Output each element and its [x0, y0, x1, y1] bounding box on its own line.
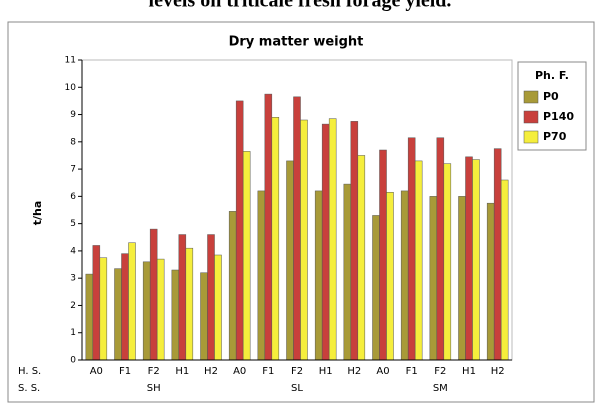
bar — [85, 273, 94, 361]
x-tick-label: H1 — [462, 366, 476, 377]
bar — [178, 234, 187, 361]
bar — [493, 148, 502, 361]
row-label: H. S. — [18, 366, 41, 377]
bar — [171, 269, 180, 361]
bar — [207, 234, 215, 361]
y-tick-label: 10 — [65, 83, 77, 93]
x-tick-label: H1 — [319, 366, 333, 377]
bar — [321, 123, 330, 361]
y-tick-label: 4 — [70, 246, 76, 256]
bar — [500, 179, 509, 361]
bar — [185, 247, 194, 361]
x-tick-label: F2 — [434, 366, 446, 377]
bar — [121, 253, 129, 361]
bar — [214, 254, 222, 361]
legend-swatch — [523, 110, 539, 124]
bar — [458, 196, 466, 361]
bar — [235, 100, 244, 361]
y-tick-label: 7 — [70, 165, 76, 175]
bar — [465, 156, 473, 361]
bar — [200, 272, 208, 361]
bar — [264, 93, 273, 361]
x-tick-label: H2 — [204, 366, 218, 377]
y-tick-label: 5 — [70, 219, 76, 229]
bar — [379, 149, 387, 361]
bar — [314, 190, 323, 361]
bar — [407, 137, 416, 361]
x-tick-label: A0 — [233, 366, 246, 377]
x-tick-label: A0 — [376, 366, 389, 377]
y-tick-label: 1 — [70, 328, 76, 338]
x-tick-label: H2 — [347, 366, 361, 377]
legend-swatch — [523, 130, 539, 144]
y-tick-label: 9 — [70, 110, 76, 120]
bar — [128, 242, 136, 361]
bar — [436, 137, 445, 361]
y-tick-label: 0 — [70, 356, 76, 366]
bar — [350, 121, 359, 361]
y-tick-label: 2 — [70, 301, 76, 311]
bar — [343, 183, 352, 361]
bar — [242, 151, 251, 361]
legend-label: P70 — [543, 130, 567, 143]
bar — [257, 190, 266, 361]
x-tick-label: H2 — [491, 366, 505, 377]
x-tick-label: A0 — [90, 366, 103, 377]
bar — [357, 155, 366, 361]
y-tick-label: 6 — [70, 192, 76, 202]
group-label: SH — [147, 383, 161, 394]
bar — [429, 196, 438, 361]
bar — [400, 190, 409, 361]
y-tick-label: 3 — [70, 274, 76, 284]
legend-label: P140 — [543, 110, 574, 123]
bar — [156, 258, 165, 361]
x-tick-label: F1 — [406, 366, 418, 377]
bar — [92, 245, 101, 361]
bar — [300, 119, 308, 361]
bar — [486, 202, 495, 361]
x-tick-label: F1 — [119, 366, 131, 377]
bar — [99, 257, 108, 361]
y-tick-label: 11 — [65, 56, 76, 66]
x-tick-label: H1 — [175, 366, 189, 377]
legend-swatch — [523, 90, 539, 104]
legend-title: Ph. F. — [535, 69, 569, 82]
bar — [142, 261, 151, 361]
bar — [286, 160, 294, 361]
chart-title: Dry matter weight — [229, 35, 364, 50]
bar — [271, 117, 280, 361]
x-tick-label: F1 — [262, 366, 274, 377]
bar — [414, 160, 423, 361]
bar — [114, 268, 122, 361]
y-axis-label: t/ha — [31, 201, 44, 226]
caption: levels on triticale fresh forage yield. — [149, 0, 452, 12]
bar — [149, 228, 158, 361]
bar — [386, 192, 394, 361]
bar — [293, 96, 301, 361]
row-label: S. S. — [18, 383, 40, 394]
x-tick-label: F2 — [148, 366, 160, 377]
group-label: SL — [291, 383, 303, 394]
bar — [372, 215, 380, 361]
y-tick-label: 8 — [70, 137, 76, 147]
x-tick-label: F2 — [291, 366, 303, 377]
bar — [328, 118, 337, 361]
bar — [228, 211, 237, 361]
group-label: SM — [433, 383, 448, 394]
bar — [472, 159, 480, 361]
bar — [443, 163, 452, 361]
legend-label: P0 — [543, 90, 559, 103]
